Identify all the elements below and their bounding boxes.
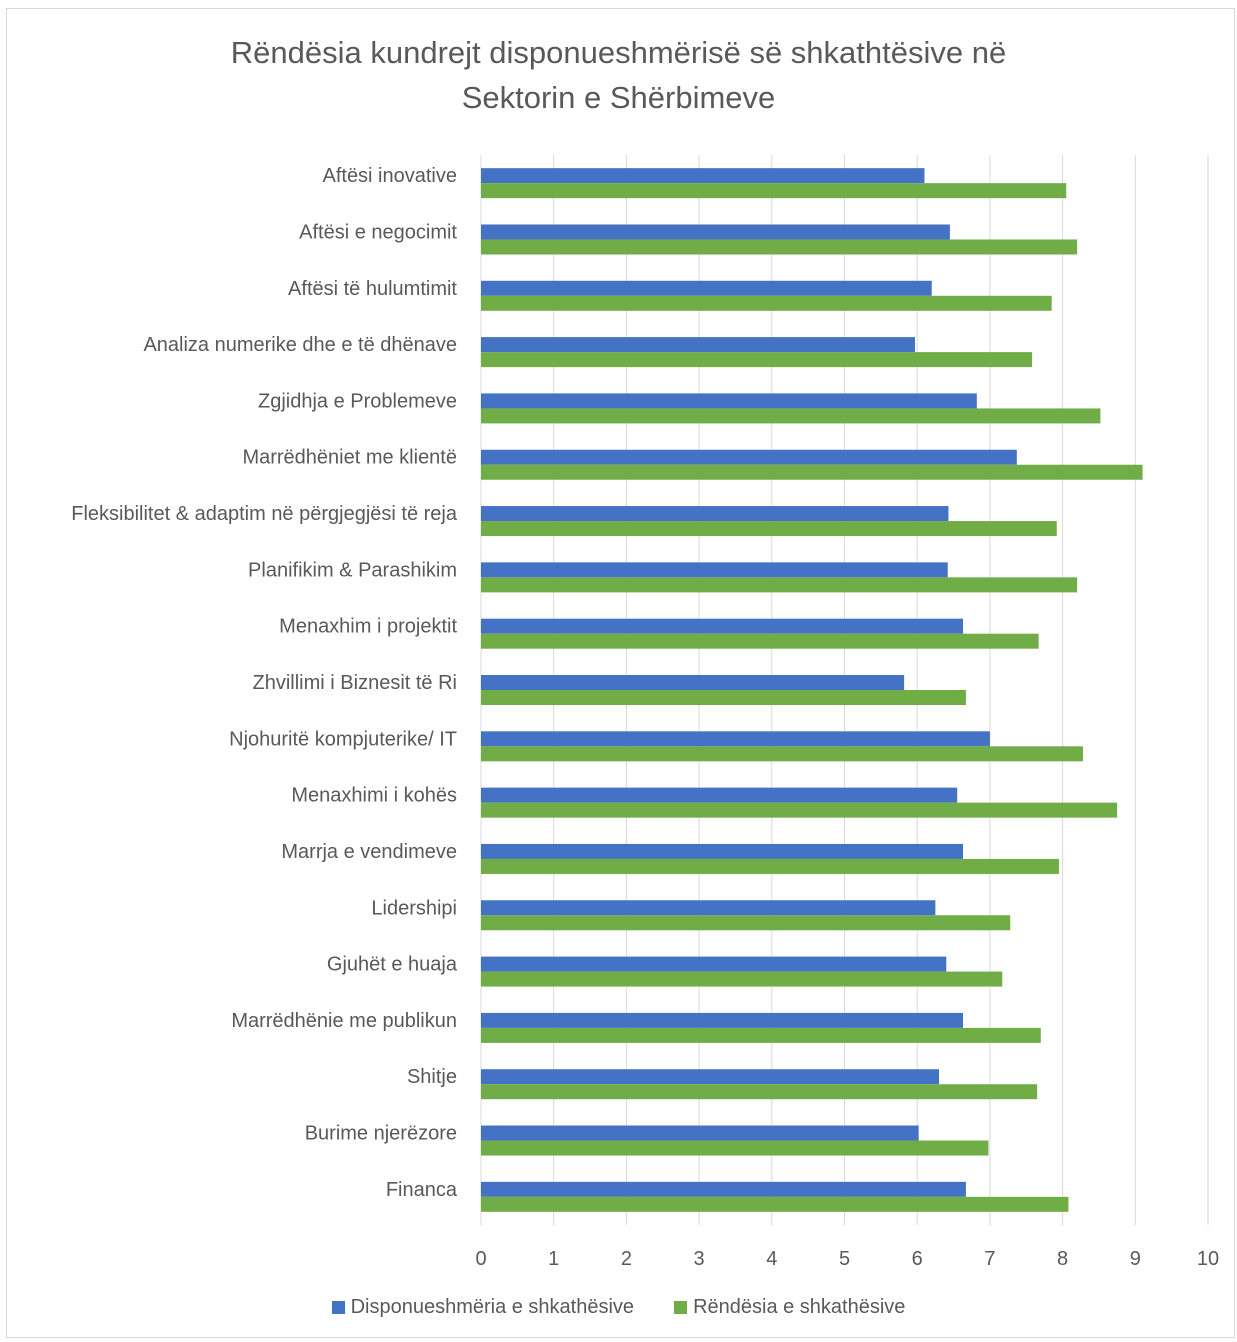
bar-importance bbox=[481, 858, 1059, 874]
bar-importance bbox=[481, 1196, 1069, 1212]
x-tick-label: 10 bbox=[1197, 1248, 1219, 1270]
category-label: Gjuhët e huaja bbox=[327, 954, 458, 976]
bar-importance bbox=[481, 746, 1083, 762]
bar-availability bbox=[481, 843, 964, 859]
legend-item-importance: Rëndësia e shkathësive bbox=[674, 1296, 905, 1319]
x-axis-ticks: 0 1 2 3 4 5 6 7 8 9 10 bbox=[475, 1248, 1219, 1270]
legend-item-availability: Disponueshmëria e shkathësive bbox=[331, 1296, 635, 1319]
bar-importance bbox=[481, 1084, 1038, 1100]
bar-availability bbox=[481, 956, 947, 972]
bar-importance bbox=[481, 1140, 989, 1156]
x-tick-label: 7 bbox=[984, 1248, 995, 1270]
bar-availability bbox=[481, 731, 990, 747]
bar-availability bbox=[481, 562, 948, 578]
category-label: Shitje bbox=[407, 1066, 457, 1088]
bar-importance bbox=[481, 239, 1078, 255]
chart-title-line-2: Sektorin e Shërbimeve bbox=[461, 80, 776, 115]
bar-availability bbox=[481, 618, 964, 634]
x-tick-label: 4 bbox=[766, 1248, 777, 1270]
bar-importance bbox=[481, 521, 1057, 537]
bar-availability bbox=[481, 1181, 966, 1197]
bar-availability bbox=[481, 393, 977, 409]
bar-availability bbox=[481, 787, 958, 803]
bar-availability bbox=[481, 280, 932, 296]
legend: Disponueshmëria e shkathësive Rëndësia e… bbox=[0, 1296, 1237, 1319]
category-label: Aftësi të hulumtimit bbox=[288, 278, 457, 300]
category-label: Zgjidhja e Problemeve bbox=[258, 390, 457, 412]
legend-label-importance: Rëndësia e shkathësive bbox=[693, 1296, 906, 1318]
legend-swatch-availability bbox=[331, 1301, 345, 1314]
bar-group bbox=[481, 168, 1143, 1212]
x-tick-label: 1 bbox=[548, 1248, 559, 1270]
bar-importance bbox=[481, 802, 1118, 818]
category-label: Menaxhimi i kohës bbox=[291, 785, 457, 807]
category-label: Aftësi e negocimit bbox=[299, 221, 457, 243]
chart-title: Rëndësia kundrejt disponueshmërisë së sh… bbox=[0, 30, 1237, 120]
bar-availability bbox=[481, 224, 950, 240]
x-tick-label: 2 bbox=[621, 1248, 632, 1270]
bar-importance bbox=[481, 577, 1078, 593]
bar-importance bbox=[481, 183, 1067, 199]
x-tick-label: 9 bbox=[1130, 1248, 1141, 1270]
category-label: Planifikim & Parashikim bbox=[248, 559, 457, 581]
category-label: Marrëdhënie me publikun bbox=[231, 1010, 457, 1032]
category-label: Marrja e vendimeve bbox=[281, 841, 457, 863]
category-label: Burime njerëzore bbox=[305, 1123, 457, 1145]
category-label: Marrëdhëniet me klientë bbox=[242, 447, 457, 469]
x-tick-label: 3 bbox=[694, 1248, 705, 1270]
bar-availability bbox=[481, 1069, 940, 1085]
category-label: Zhvillimi i Biznesit të Ri bbox=[253, 672, 457, 694]
category-label: Aftësi inovative bbox=[322, 165, 457, 187]
bar-availability bbox=[481, 449, 1017, 465]
x-tick-label: 8 bbox=[1057, 1248, 1068, 1270]
x-tick-label: 5 bbox=[839, 1248, 850, 1270]
chart-title-line-1: Rëndësia kundrejt disponueshmërisë së sh… bbox=[230, 35, 1007, 70]
category-label: Menaxhim i projektit bbox=[279, 616, 457, 638]
bar-availability bbox=[481, 1125, 919, 1141]
category-label: Fleksibilitet & adaptim në përgjegjësi t… bbox=[71, 503, 458, 525]
bar-availability bbox=[481, 337, 916, 353]
bar-availability bbox=[481, 506, 949, 522]
x-tick-label: 6 bbox=[912, 1248, 923, 1270]
bar-importance bbox=[481, 633, 1039, 649]
bar-importance bbox=[481, 295, 1052, 311]
legend-swatch-importance bbox=[674, 1301, 688, 1314]
bar-importance bbox=[481, 408, 1101, 424]
category-label: Financa bbox=[386, 1179, 458, 1201]
bar-importance bbox=[481, 915, 1011, 931]
bar-availability bbox=[481, 675, 905, 690]
bar-availability bbox=[481, 1012, 964, 1028]
bar-importance bbox=[481, 464, 1143, 480]
bar-importance bbox=[481, 690, 966, 705]
category-label: Lidershipi bbox=[371, 897, 457, 919]
legend-label-availability: Disponueshmëria e shkathësive bbox=[350, 1296, 635, 1318]
category-labels: Aftësi inovative Aftësi e negocimit Aftësi… bbox=[71, 165, 458, 1201]
x-tick-label: 0 bbox=[475, 1248, 486, 1270]
bar-importance bbox=[481, 971, 1003, 987]
bar-importance bbox=[481, 1027, 1041, 1043]
bar-availability bbox=[481, 900, 936, 916]
bar-availability bbox=[481, 168, 925, 184]
bar-importance bbox=[481, 352, 1033, 368]
category-label: Analiza numerike dhe e të dhënave bbox=[143, 334, 457, 356]
category-label: Njohuritë kompjuterike/ IT bbox=[229, 728, 457, 750]
